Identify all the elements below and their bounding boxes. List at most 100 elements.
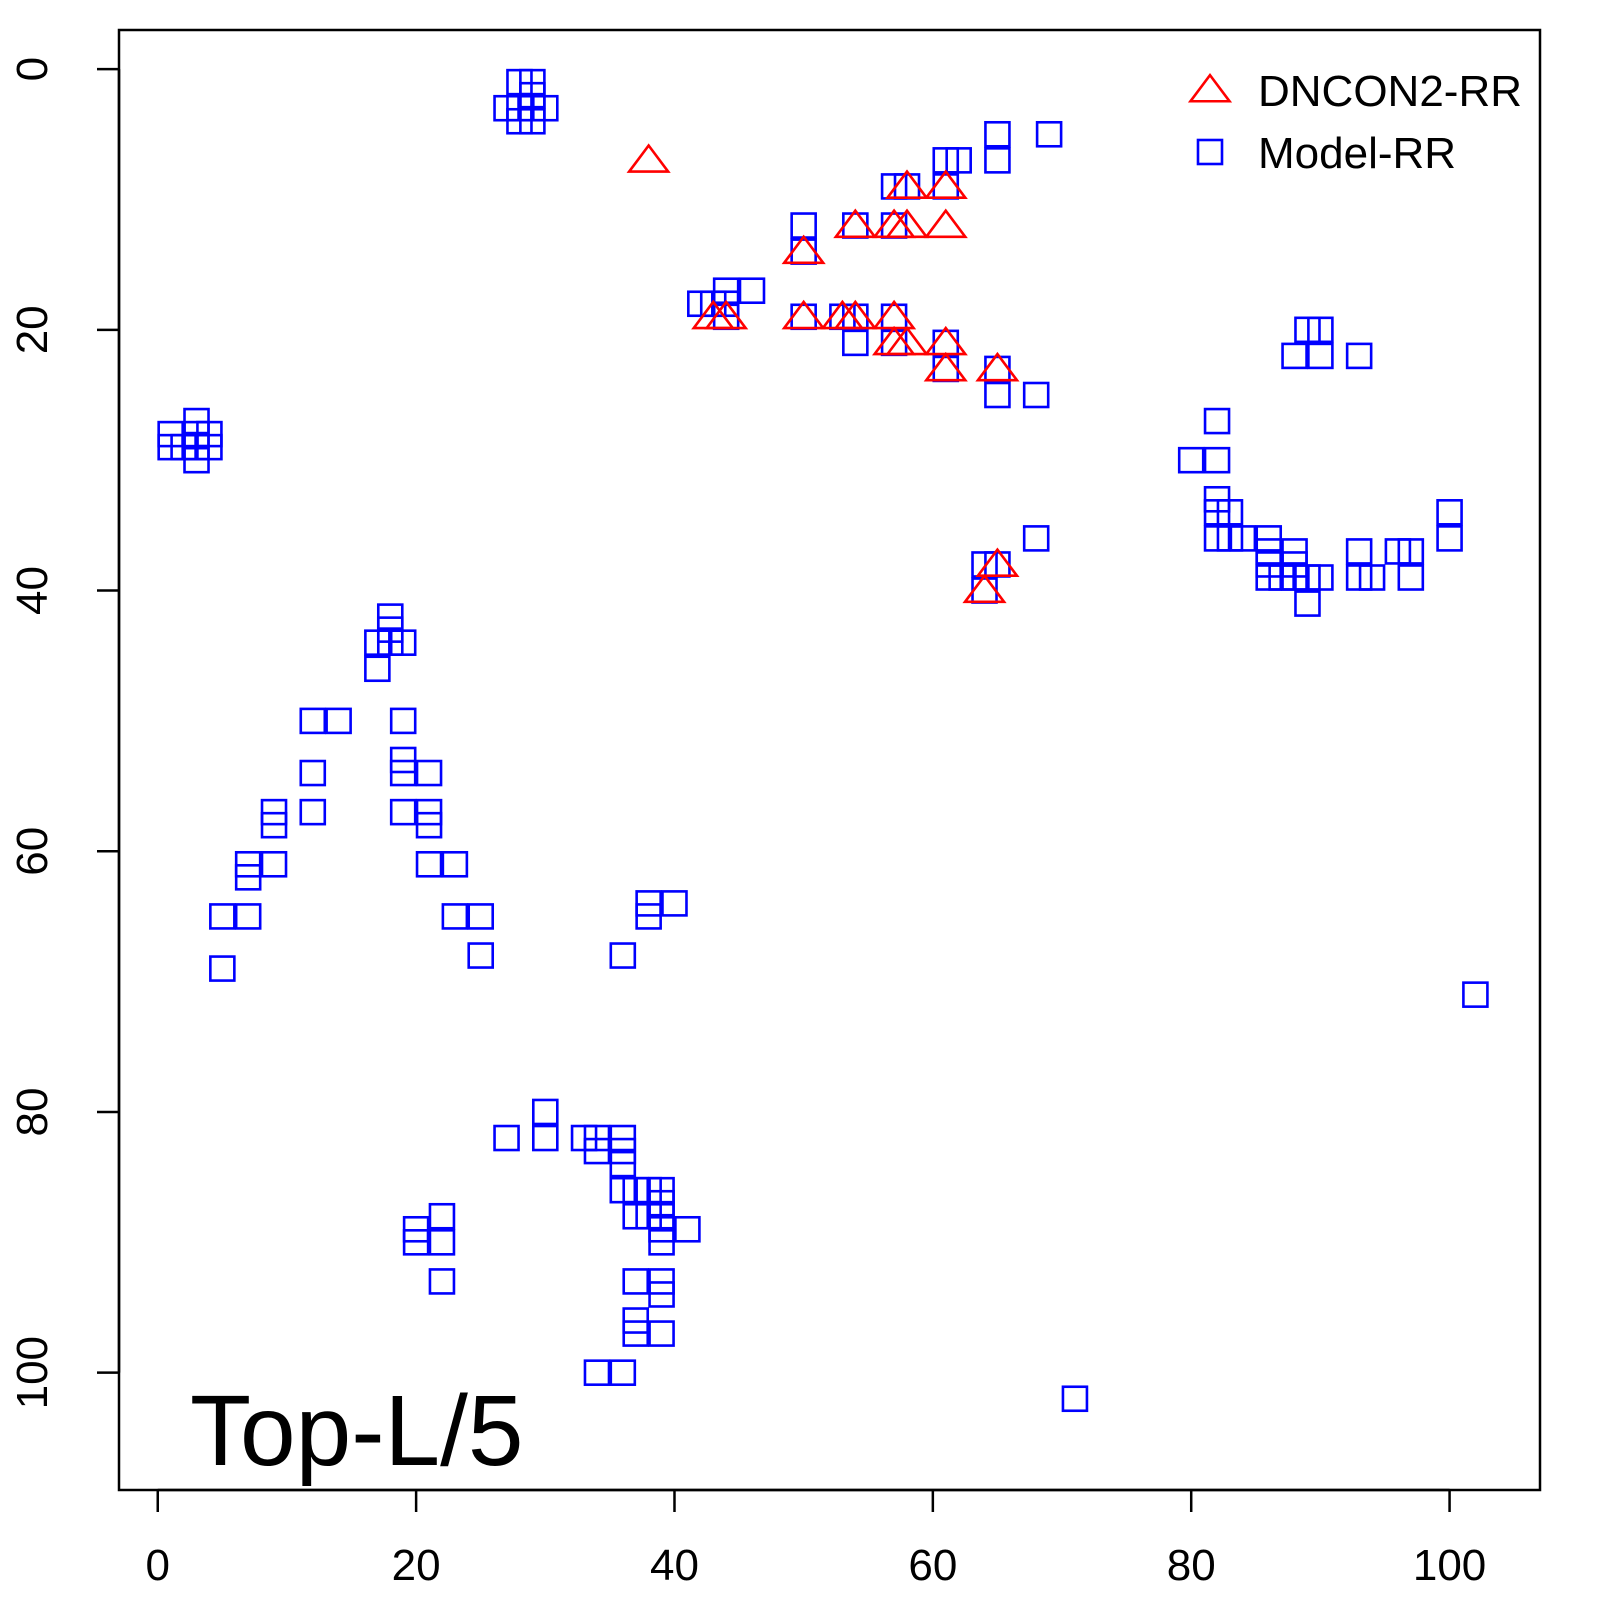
- model-rr-point: [1177, 446, 1205, 474]
- series-dncon2-rr: [626, 143, 1020, 604]
- legend-triangle-marker: [1187, 72, 1233, 103]
- dncon2-rr-point: [923, 351, 968, 382]
- model-rr-point: [609, 942, 637, 969]
- top-l5-annotation: Top-L/5: [190, 1375, 524, 1487]
- model-rr-point: [1281, 342, 1308, 370]
- model-rr-point: [415, 759, 443, 787]
- model-rr-point: [984, 120, 1011, 148]
- model-rr-point: [635, 903, 662, 930]
- y-tick-label: 0: [8, 57, 57, 81]
- model-rr-point: [234, 903, 262, 930]
- model-rr-point: [467, 942, 495, 969]
- model-rr-point: [1397, 538, 1425, 565]
- model-rr-point: [428, 1268, 456, 1295]
- model-rr-point: [467, 903, 495, 930]
- dncon2-rr-point: [962, 573, 1007, 604]
- model-rr-point: [299, 798, 327, 826]
- model-rr-point: [1022, 525, 1050, 552]
- model-rr-point: [1294, 590, 1321, 617]
- model-rr-point: [661, 890, 688, 917]
- dncon2-rr-point: [833, 299, 878, 330]
- model-rr-point: [1358, 564, 1386, 591]
- model-rr-point: [428, 1229, 456, 1256]
- model-rr-point: [493, 1124, 520, 1152]
- model-rr-point: [1203, 446, 1231, 474]
- model-rr-point: [984, 147, 1011, 174]
- model-rr-point: [1035, 120, 1063, 148]
- model-rr-point: [971, 577, 998, 604]
- model-rr-point: [1345, 342, 1373, 370]
- model-rr-point: [984, 381, 1011, 409]
- model-rr-point: [260, 811, 288, 839]
- model-rr-point: [402, 1229, 430, 1256]
- series-model-rr: [157, 68, 1489, 1413]
- dncon2-rr-point: [975, 547, 1020, 578]
- y-tick-label: 100: [8, 1336, 57, 1409]
- model-rr-point: [531, 1098, 559, 1126]
- dncon2-rr-point: [781, 234, 826, 265]
- model-rr-point: [622, 1320, 650, 1347]
- model-rr-point: [609, 1150, 637, 1178]
- model-rr-point: [738, 277, 766, 305]
- plot-frame: [117, 28, 1542, 1492]
- y-tick-label: 80: [8, 1087, 57, 1136]
- model-rr-point: [842, 329, 869, 357]
- model-rr-point: [583, 1137, 611, 1165]
- x-tick-label: 80: [1167, 1541, 1216, 1590]
- dncon2-rr-point: [884, 169, 930, 199]
- model-rr-point: [984, 355, 1011, 383]
- y-axis: 0 20 40 60 80 100: [8, 57, 121, 1409]
- model-rr-point: [389, 798, 417, 826]
- model-rr-point: [519, 107, 546, 135]
- x-tick-label: 0: [146, 1541, 170, 1590]
- model-rr-point: [299, 707, 327, 735]
- model-rr-point: [648, 1229, 675, 1256]
- legend-label: Model-RR: [1258, 129, 1456, 178]
- x-tick-label: 100: [1413, 1541, 1486, 1590]
- model-rr-point: [1345, 538, 1373, 565]
- legend-label: DNCON2-RR: [1258, 67, 1522, 116]
- model-rr-point: [209, 955, 236, 982]
- model-rr-point: [415, 811, 443, 839]
- model-rr-point: [209, 903, 236, 930]
- model-rr-point: [1397, 564, 1425, 591]
- model-rr-point: [1307, 342, 1334, 370]
- model-rr-point: [648, 1281, 675, 1308]
- model-rr-point: [1307, 316, 1334, 344]
- model-rr-point: [932, 355, 960, 383]
- model-rr-point: [1216, 499, 1244, 526]
- model-rr-point: [932, 173, 960, 200]
- model-rr-point: [389, 759, 417, 787]
- model-rr-point: [1022, 381, 1050, 409]
- model-rr-point: [932, 329, 960, 357]
- y-tick-label: 60: [8, 827, 57, 876]
- model-rr-point: [790, 238, 817, 265]
- dncon2-rr-point: [923, 208, 968, 239]
- model-rr-point: [389, 629, 417, 656]
- x-tick-label: 40: [650, 1541, 699, 1590]
- dncon2-rr-point: [626, 143, 671, 173]
- model-rr-point: [1462, 981, 1489, 1008]
- model-rr-point: [428, 1202, 456, 1230]
- y-tick-label: 20: [8, 305, 57, 354]
- model-rr-point: [1436, 499, 1463, 526]
- x-axis: 0 20 40 60 80 100: [146, 1488, 1486, 1590]
- dncon2-rr-point: [975, 351, 1020, 382]
- x-tick-label: 20: [392, 1541, 441, 1590]
- legend-item-dncon2-rr: DNCON2-RR: [1187, 67, 1522, 116]
- model-rr-point: [842, 212, 869, 239]
- dncon2-rr-point: [884, 325, 930, 356]
- model-rr-point: [299, 759, 327, 787]
- x-tick-label: 60: [908, 1541, 957, 1590]
- model-rr-point: [441, 850, 469, 878]
- model-rr-point: [622, 1268, 650, 1295]
- model-rr-point: [1203, 407, 1231, 435]
- model-rr-point: [364, 655, 391, 683]
- model-rr-point: [648, 1320, 675, 1347]
- model-rr-point: [790, 212, 817, 239]
- dncon2-rr-point: [833, 208, 878, 239]
- model-rr-point: [880, 303, 908, 331]
- y-tick-label: 40: [8, 566, 57, 615]
- model-rr-point: [583, 1359, 611, 1386]
